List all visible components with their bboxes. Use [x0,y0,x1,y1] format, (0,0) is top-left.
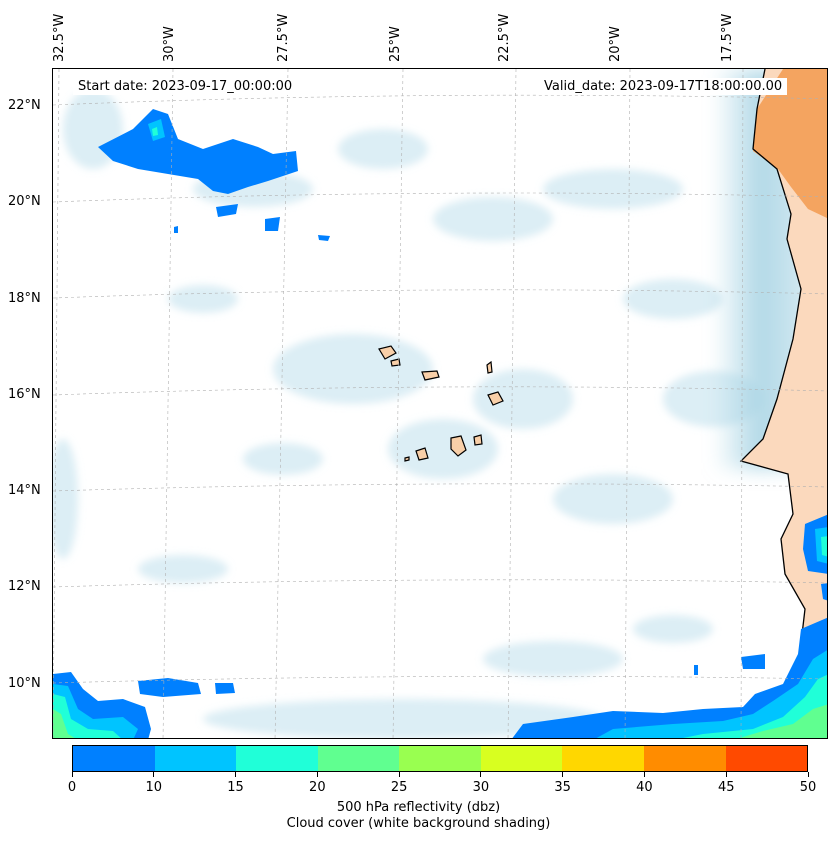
colorbar-tick [235,772,237,777]
colorbar-tick-label: 40 [636,780,653,795]
cape-verde-islands [378,345,504,462]
valid-date-label: Valid_date: 2023-09-17T18:00:00.00 [539,78,788,95]
colorbar-segment [562,746,644,771]
colorbar-tick-label: 25 [390,780,408,795]
colorbar-label: 500 hPa reflectivity (dbz) [336,800,501,815]
latitude-label: 12°N [8,579,41,594]
colorbar-segment [154,746,237,771]
colorbar-tick [725,772,727,777]
colorbar-tick [480,772,482,777]
colorbar-segment [480,746,563,771]
start-date-label: Start date: 2023-09-17_00:00:00 [73,78,298,95]
graticule [53,69,827,738]
colorbar-tick-label: 45 [717,780,735,795]
longitude-label: 30°W [162,26,177,62]
longitude-label: 25°W [388,26,403,62]
longitude-label: 32.5°W [52,13,67,62]
latitude-label: 10°N [8,676,41,691]
colorbar-tick [643,772,645,777]
latitude-label: 14°N [8,483,41,498]
colorbar-tick [71,772,73,777]
latitude-label: 22°N [8,98,41,113]
colorbar-tick [562,772,564,777]
africa-land [739,69,827,738]
latitude-label: 20°N [8,194,41,209]
colorbar-segment [317,746,400,771]
colorbar-segment [643,746,726,771]
longitude-label: 20°W [608,26,623,62]
colorbar-tick [807,772,809,777]
colorbar-tick [153,772,155,777]
colorbar-tick-label: 20 [309,780,326,795]
reflectivity-cells [53,109,827,738]
colorbar-tick-label: 10 [145,780,163,795]
colorbar-tick-label: 50 [799,780,817,795]
cloud-cover-shading [53,89,763,738]
longitude-label: 27.5°W [276,13,291,62]
colorbar-tick-label: 35 [554,780,571,795]
latitude-label: 18°N [8,291,41,306]
colorbar-segment [399,746,481,771]
colorbar-segment [73,746,155,771]
map-frame [52,68,828,739]
longitude-label: 22.5°W [497,13,512,62]
latitude-label: 16°N [8,387,41,402]
longitude-label: 17.5°W [720,13,735,62]
colorbar-tick [316,772,318,777]
colorbar-tick-label: 30 [472,780,490,795]
colorbar-sublabel: Cloud cover (white background shading) [286,816,551,831]
map-canvas [53,69,827,738]
colorbar-segment [236,746,318,771]
colorbar-segment [725,746,808,771]
colorbar-tick [398,772,400,777]
colorbar [72,745,808,772]
colorbar-tick-label: 15 [227,780,244,795]
colorbar-tick-label: 0 [67,780,77,795]
